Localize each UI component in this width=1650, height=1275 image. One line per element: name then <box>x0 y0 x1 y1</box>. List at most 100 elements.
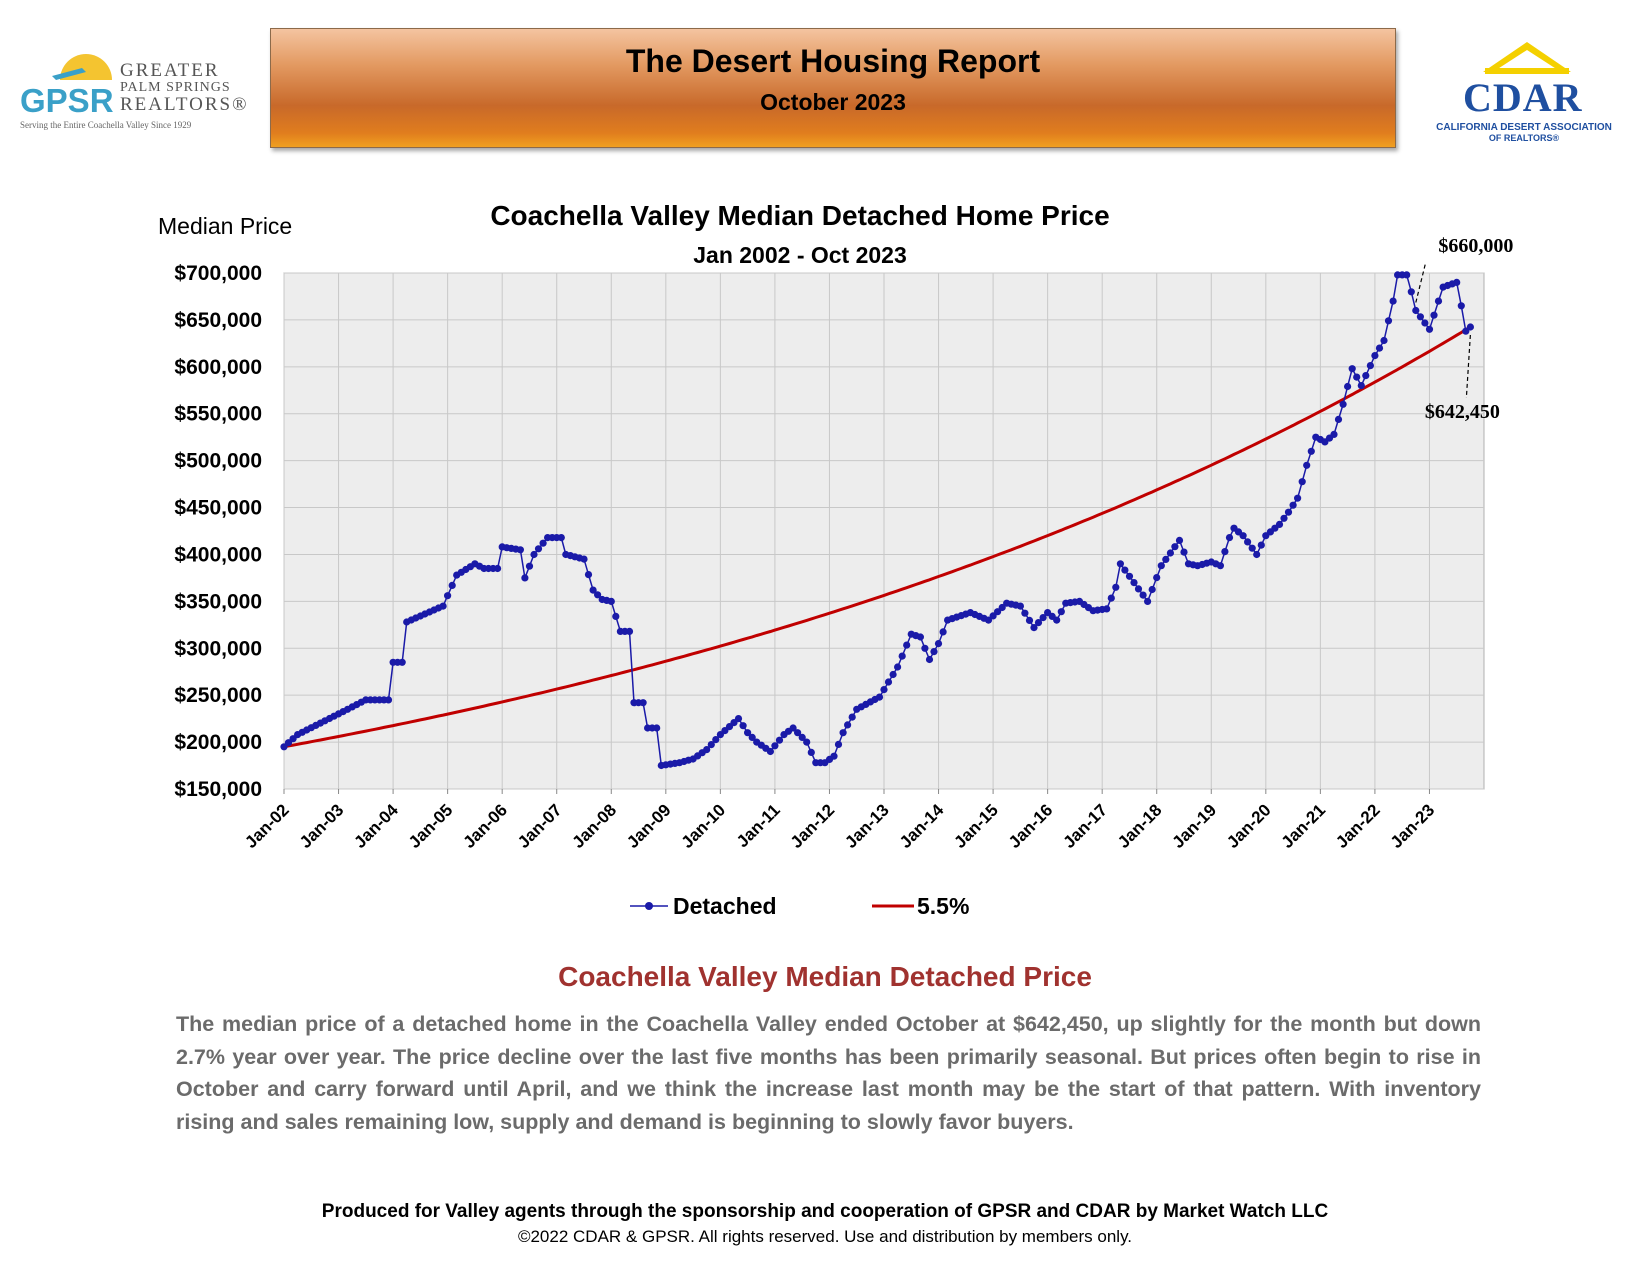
y-tick-label: $550,000 <box>174 403 262 426</box>
detached-point <box>525 562 534 570</box>
detached-point <box>707 741 715 749</box>
x-tick-label: Jan-03 <box>296 800 348 852</box>
detached-point <box>1307 447 1315 455</box>
gpsr-name: GREATER PALM SPRINGS REALTORS® <box>120 61 249 115</box>
y-tick-label: $450,000 <box>174 497 262 520</box>
detached-point <box>1407 288 1415 296</box>
y-tick-label: $150,000 <box>174 778 262 801</box>
detached-point <box>1130 579 1138 587</box>
detached-point <box>580 555 588 563</box>
detached-point <box>516 546 525 554</box>
detached-point <box>444 592 452 600</box>
y-tick-label: $250,000 <box>174 684 262 707</box>
x-tick-label: Jan-10 <box>678 800 730 852</box>
x-tick-label: Jan-13 <box>841 800 893 852</box>
detached-point <box>939 628 947 636</box>
detached-point <box>1148 585 1156 594</box>
detached-point <box>612 612 620 621</box>
x-tick-label: Jan-21 <box>1278 800 1330 852</box>
detached-point <box>1298 478 1306 486</box>
x-tick-label: Jan-08 <box>569 800 621 852</box>
detached-point <box>1162 555 1170 564</box>
detached-point <box>844 721 852 729</box>
detached-point <box>794 729 802 737</box>
detached-point <box>880 686 888 694</box>
detached-point <box>1339 400 1347 408</box>
y-tick-label: $600,000 <box>174 356 262 379</box>
footer-sponsorship: Produced for Valley agents through the s… <box>321 1201 1329 1222</box>
y-tick-label: $700,000 <box>174 262 262 285</box>
detached-point <box>1389 297 1397 305</box>
x-tick-labels: Jan-02 Jan-03 Jan-04 Jan-05 Jan-06 Jan-07 Jan-… <box>241 800 1438 852</box>
detached-point <box>1225 534 1234 542</box>
detached-point <box>494 564 502 573</box>
detached-point <box>639 699 647 707</box>
cdar-word: CDAR <box>1463 75 1583 120</box>
detached-point <box>1253 550 1261 559</box>
gpsr-name-line3: REALTORS® <box>120 94 249 115</box>
x-tick-label: Jan-17 <box>1059 800 1111 852</box>
footer-copyright: ©2022 CDAR & GPSR. All rights reserved. … <box>517 1227 1133 1246</box>
detached-point <box>439 602 447 610</box>
detached-point <box>934 640 943 648</box>
x-tick-label: Jan-16 <box>1005 800 1057 852</box>
detached-point <box>1294 494 1302 502</box>
y-axis-label: Median Price <box>158 213 293 239</box>
detached-point <box>889 670 897 679</box>
x-tick-label: Jan-23 <box>1387 800 1439 852</box>
detached-point <box>1216 562 1224 570</box>
detached-point <box>1375 344 1384 352</box>
x-tick-label: Jan-19 <box>1169 800 1221 852</box>
detached-point <box>703 746 711 754</box>
detached-point <box>1434 297 1443 305</box>
chart-legend: Detached 5.5% <box>630 893 969 919</box>
x-tick-label: Jan-14 <box>896 800 948 852</box>
commentary-body: The median price of a detached home in t… <box>176 1012 1481 1134</box>
detached-point <box>594 591 602 599</box>
detached-point <box>589 586 597 594</box>
x-tick-label: Jan-20 <box>1223 800 1275 852</box>
cdar-line2: OF REALTORS® <box>1488 133 1560 143</box>
detached-point <box>1362 372 1370 380</box>
grid-lines <box>283 272 1484 794</box>
annotation-leader <box>1465 334 1471 399</box>
cdar-roof-icon <box>1483 42 1571 74</box>
detached-point <box>1457 302 1465 310</box>
report-banner: The Desert Housing Report October 2023 <box>270 28 1396 148</box>
x-tick-label: Jan-07 <box>514 800 566 852</box>
detached-point <box>1466 323 1474 331</box>
detached-point <box>848 713 856 721</box>
commentary-heading: Coachella Valley Median Detached Price <box>558 961 1092 992</box>
detached-point <box>989 612 997 620</box>
detached-point <box>916 633 925 641</box>
detached-point <box>653 724 661 732</box>
detached-point <box>1125 572 1134 580</box>
y-tick-labels: $700,000 $650,000 $600,000 $550,000 $500,000… <box>174 262 262 801</box>
detached-point <box>789 724 797 732</box>
detached-point <box>1462 327 1470 335</box>
detached-point <box>798 733 806 742</box>
legend-trend-label: 5.5% <box>917 893 969 919</box>
gpsr-tagline: Serving the Entire Coachella Valley Sinc… <box>20 120 192 130</box>
detached-point <box>1303 461 1311 469</box>
x-tick-label: Jan-15 <box>950 800 1002 852</box>
detached-point <box>1380 336 1388 345</box>
detached-point <box>1166 549 1174 557</box>
annotation-current: $642,450 <box>1425 401 1500 423</box>
detached-point <box>1157 562 1165 570</box>
detached-point <box>1030 624 1038 632</box>
y-tick-label: $650,000 <box>174 309 262 332</box>
cdar-logo: CDAR CALIFORNIA DESERT ASSOCIATION OF RE… <box>1425 38 1630 148</box>
x-tick-label: Jan-12 <box>787 800 839 852</box>
detached-point <box>1371 352 1379 360</box>
detached-point <box>1175 536 1184 545</box>
detached-point <box>1153 574 1161 582</box>
x-tick-label: Jan-22 <box>1332 800 1384 852</box>
detached-price-points <box>280 271 1474 770</box>
detached-point <box>748 733 756 742</box>
detached-point <box>930 648 938 656</box>
detached-point <box>1239 532 1247 540</box>
chart-title: Coachella Valley Median Detached Home Pr… <box>490 200 1110 231</box>
detached-point <box>834 740 843 749</box>
detached-point <box>898 652 906 660</box>
